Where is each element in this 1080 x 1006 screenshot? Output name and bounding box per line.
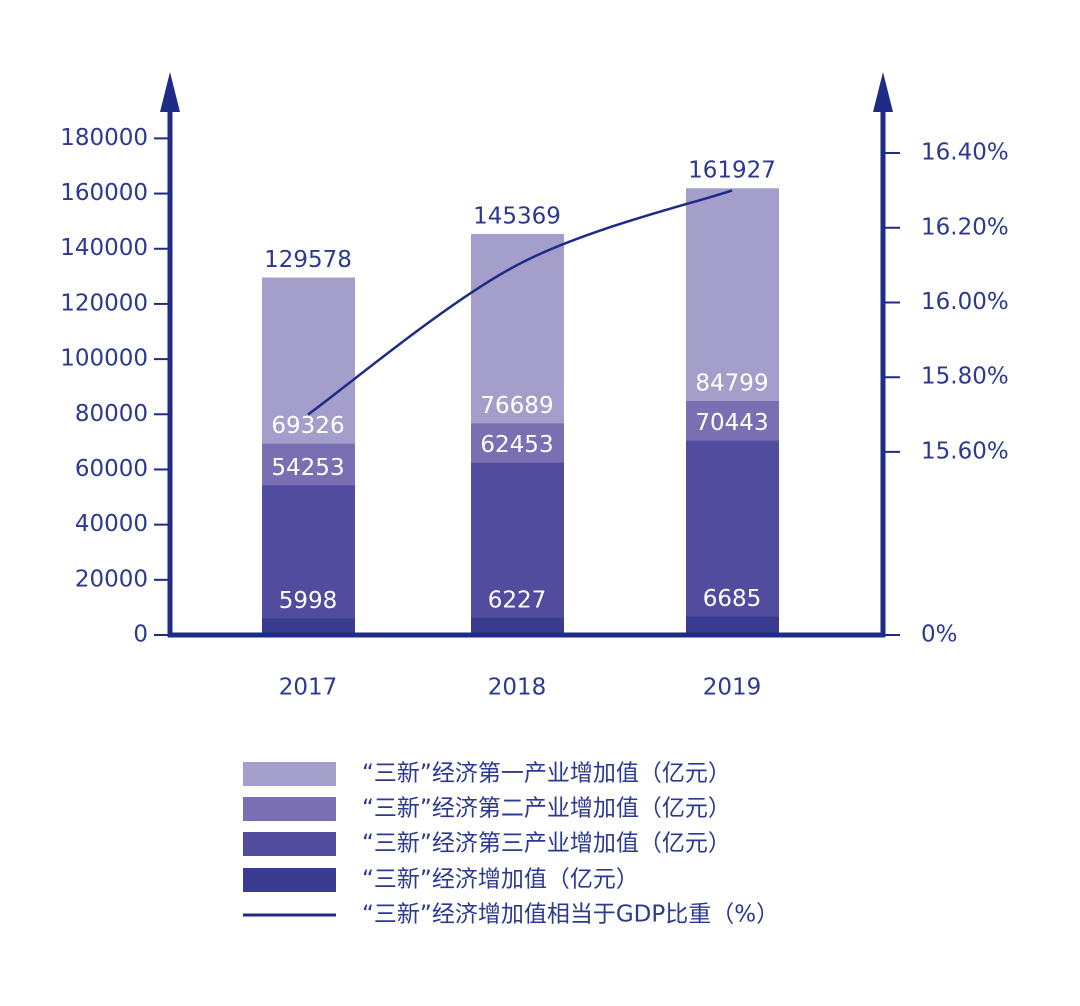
legend-swatch [243, 762, 336, 786]
data-label: 5998 [279, 588, 338, 614]
data-label: 62453 [480, 432, 553, 458]
y-tick-label: 160000 [60, 180, 148, 206]
legend-label: “三新”经济第一产业增加值（亿元） [362, 761, 731, 787]
y-tick-label: 120000 [60, 290, 148, 316]
legend-label: “三新”经济增加值（亿元） [362, 867, 639, 893]
y2-tick-label: 15.60% [921, 438, 1009, 464]
data-label: 76689 [480, 393, 553, 419]
data-label: 84799 [695, 371, 768, 397]
bar [471, 617, 564, 635]
legend-label: “三新”经济第二产业增加值（亿元） [362, 796, 731, 822]
data-label: 6685 [703, 586, 762, 612]
bar [262, 618, 355, 635]
data-label: 70443 [695, 410, 768, 436]
data-label: 69326 [271, 413, 344, 439]
y2-tick-label: 16.20% [921, 214, 1009, 240]
legend-label: “三新”经济第三产业增加值（亿元） [362, 831, 731, 857]
line-series [307, 189, 733, 416]
y-tick-label: 140000 [60, 235, 148, 261]
y2-tick-label: 16.00% [921, 289, 1009, 315]
y-tick-label: 60000 [75, 456, 148, 482]
y-tick-label: 80000 [75, 401, 148, 427]
bar [686, 616, 779, 635]
x-tick-label: 2019 [703, 675, 762, 701]
data-label: 145369 [473, 203, 561, 229]
data-label: 54253 [271, 455, 344, 481]
y-tick-label: 40000 [75, 511, 148, 537]
y2-tick-label: 15.80% [921, 364, 1009, 390]
data-label: 161927 [688, 158, 776, 184]
data-label: 129578 [264, 247, 352, 273]
y2-tick-label: 16.40% [921, 140, 1009, 166]
y-tick-label: 100000 [60, 346, 148, 372]
y-tick-label: 20000 [75, 566, 148, 592]
legend-swatch [243, 832, 336, 856]
bar [262, 485, 355, 635]
y-tick-label: 180000 [60, 125, 148, 151]
bar [471, 462, 564, 635]
axis-arrow [160, 72, 180, 112]
axis-arrow [873, 72, 893, 112]
x-tick-label: 2017 [279, 675, 338, 701]
y2-tick-label: 0% [921, 622, 958, 648]
x-tick-label: 2018 [488, 675, 547, 701]
data-label: 6227 [488, 587, 547, 613]
legend-swatch [243, 797, 336, 821]
bar [686, 440, 779, 635]
y-tick-label: 0 [133, 622, 148, 648]
legend-swatch [243, 868, 336, 892]
legend-label: “三新”经济增加值相当于GDP比重（%） [362, 902, 779, 928]
